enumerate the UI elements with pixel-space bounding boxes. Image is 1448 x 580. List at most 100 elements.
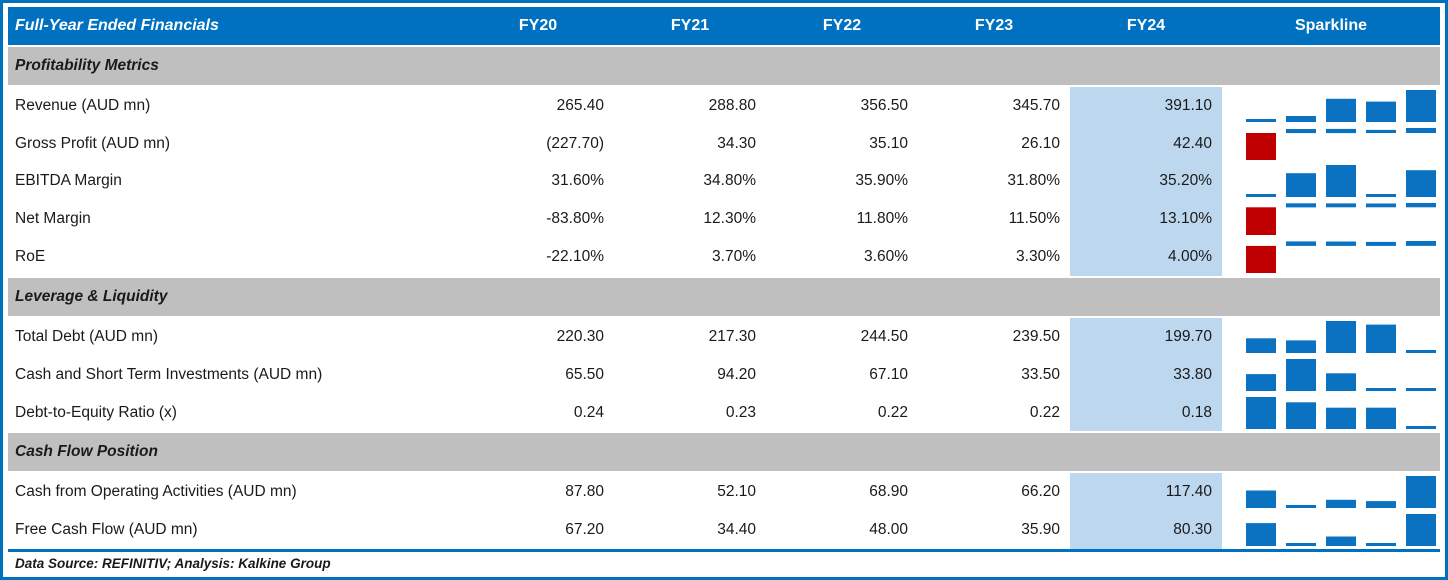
sparkline-bar (1366, 543, 1396, 547)
sparkline-bar (1246, 132, 1276, 160)
table-row: Free Cash Flow (AUD mn) 67.20 34.40 48.00 35… (8, 511, 1440, 550)
table-row: Cash from Operating Activities (AUD mn) 8… (8, 473, 1440, 512)
sparkline-bar (1366, 501, 1396, 509)
sparkline-bar (1406, 476, 1436, 509)
footer-note: Data Source: REFINITIV; Analysis: Kalkin… (8, 549, 1440, 575)
sparkline-bar (1366, 101, 1396, 122)
sparkline-bar (1286, 505, 1316, 509)
sparkline-bar (1286, 241, 1316, 246)
sparkline-bar (1366, 241, 1396, 246)
sparkline-cell (1222, 511, 1440, 549)
value-fy22: 68.90 (869, 483, 908, 501)
value-fy20: 265.40 (556, 96, 604, 114)
value-fy21: 34.30 (717, 134, 756, 152)
section-header: Cash Flow Position (8, 431, 1440, 474)
sparkline-bar (1326, 98, 1356, 122)
value-fy20: 220.30 (556, 327, 604, 345)
sparkline-chart (1246, 320, 1436, 353)
sparkline-bar (1366, 203, 1396, 208)
value-fy20: 87.80 (565, 483, 604, 501)
sparkline-bar (1286, 401, 1316, 429)
value-fy21: 94.20 (717, 365, 756, 383)
sparkline-bar (1246, 245, 1276, 274)
sparkline-bar (1366, 324, 1396, 353)
sparkline-cell (1222, 394, 1440, 432)
value-fy24: 42.40 (1070, 124, 1222, 163)
value-fy21: 34.40 (717, 521, 756, 539)
value-fy20: -22.10% (546, 248, 604, 266)
value-fy22: 244.50 (860, 327, 908, 345)
sparkline-chart (1246, 203, 1436, 236)
value-fy23: 11.50% (1008, 210, 1060, 228)
value-fy23: 33.50 (1021, 365, 1060, 383)
sparkline-bar (1406, 203, 1436, 208)
sparkline-bar (1326, 128, 1356, 133)
table-title: Full-Year Ended Financials (15, 16, 219, 34)
value-fy20: -83.80% (546, 210, 604, 228)
sparkline-bar (1406, 170, 1436, 198)
row-label: RoE (15, 248, 46, 266)
table-rows-area: Full-Year Ended Financials FY20 FY21 FY22 F… (8, 7, 1440, 550)
value-fy20: (227.70) (546, 134, 604, 152)
row-label: Debt-to-Equity Ratio (x) (15, 403, 177, 421)
sparkline-cell (1222, 125, 1440, 163)
sparkline-bar (1246, 396, 1276, 429)
table-row: Cash and Short Term Investments (AUD mn)… (8, 355, 1440, 394)
value-fy24: 0.18 (1070, 393, 1222, 432)
sparkline-bar (1366, 194, 1396, 198)
sparkline-bar (1326, 407, 1356, 429)
sparkline-bar (1406, 241, 1436, 246)
sparkline-bar (1246, 338, 1276, 353)
value-fy22: 3.60% (864, 248, 908, 266)
value-fy21: 288.80 (708, 96, 756, 114)
value-fy21: 217.30 (708, 327, 756, 345)
section-header: Leverage & Liquidity (8, 276, 1440, 318)
sparkline-chart (1246, 396, 1436, 429)
table-row: Total Debt (AUD mn) 220.30 217.30 244.50 239… (8, 317, 1440, 356)
year-header-fy21: FY21 (670, 16, 710, 34)
sparkline-bar (1246, 118, 1276, 122)
sparkline-bar (1326, 320, 1356, 353)
sparkline-cell (1222, 162, 1440, 200)
value-fy24: 391.10 (1070, 86, 1222, 125)
sparkline-bar (1406, 425, 1436, 429)
sparkline-chart (1246, 358, 1436, 391)
row-label: EBITDA Margin (15, 172, 122, 190)
value-fy23: 3.30% (1016, 248, 1060, 266)
row-label: Cash and Short Term Investments (AUD mn) (15, 365, 323, 383)
sparkline-bar (1366, 387, 1396, 391)
row-label: Cash from Operating Activities (AUD mn) (15, 483, 297, 501)
sparkline-cell (1222, 318, 1440, 356)
table-header-row: Full-Year Ended Financials FY20 FY21 FY22 F… (8, 7, 1440, 45)
value-fy20: 65.50 (565, 365, 604, 383)
value-fy23: 345.70 (1012, 96, 1060, 114)
value-fy24: 80.30 (1070, 511, 1222, 550)
row-label: Total Debt (AUD mn) (15, 327, 158, 345)
section-header: Profitability Metrics (8, 44, 1440, 87)
value-fy23: 66.20 (1021, 483, 1060, 501)
sparkline-bar (1406, 89, 1436, 122)
value-fy24: 13.10% (1070, 200, 1222, 239)
value-fy23: 0.22 (1029, 403, 1060, 421)
value-fy24: 199.70 (1070, 317, 1222, 356)
sparkline-cell (1222, 473, 1440, 511)
sparkline-column-header: Sparkline (1294, 16, 1368, 34)
value-fy22: 356.50 (860, 96, 908, 114)
sparkline-bar (1326, 203, 1356, 208)
sparkline-bar (1246, 207, 1276, 236)
sparkline-bar (1286, 358, 1316, 391)
sparkline-bar (1286, 543, 1316, 547)
sparkline-bar (1406, 127, 1436, 133)
year-header-fy22: FY22 (822, 16, 862, 34)
sparkline-chart (1246, 127, 1436, 160)
table-row: RoE -22.10% 3.70% 3.60% 3.30% 4.00% (8, 238, 1440, 277)
year-header-fy23: FY23 (974, 16, 1014, 34)
sparkline-bar (1286, 173, 1316, 198)
row-label: Free Cash Flow (AUD mn) (15, 521, 198, 539)
value-fy23: 239.50 (1012, 327, 1060, 345)
value-fy20: 31.60% (551, 172, 604, 190)
value-fy24: 35.20% (1070, 162, 1222, 201)
sparkline-cell (1222, 356, 1440, 394)
value-fy20: 67.20 (565, 521, 604, 539)
